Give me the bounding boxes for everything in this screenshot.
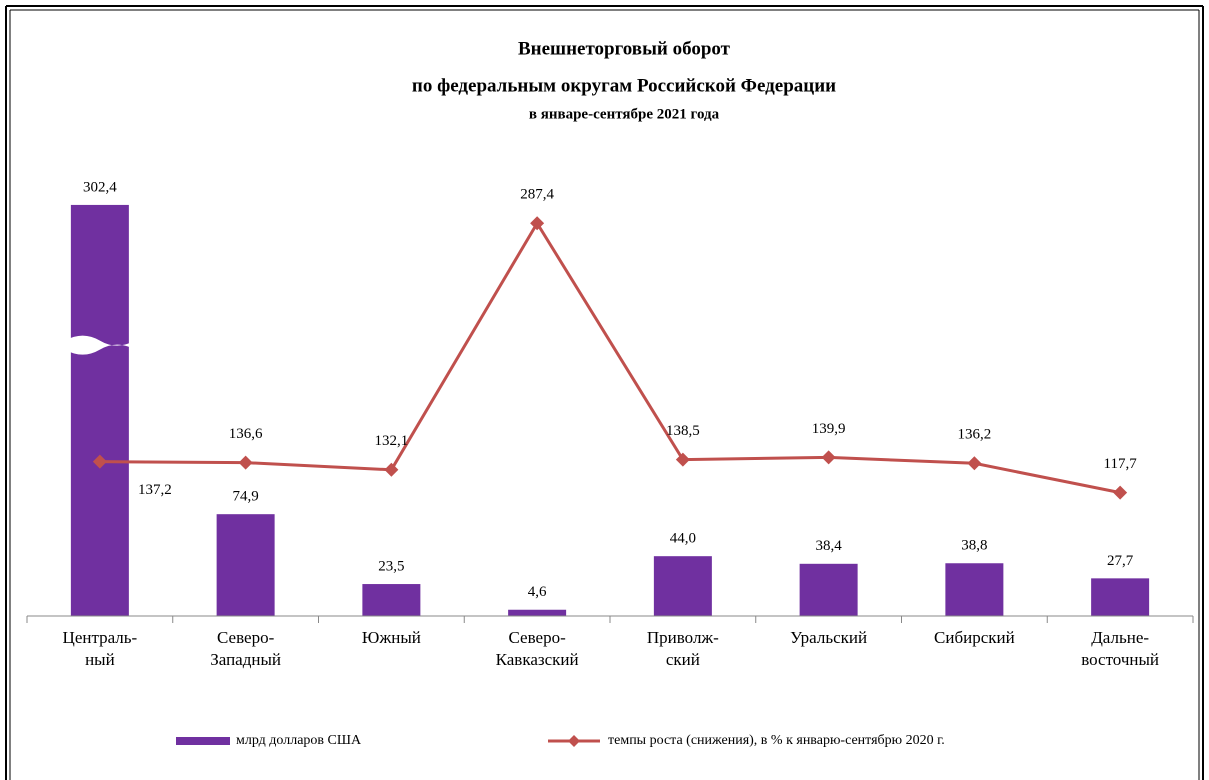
line-marker	[530, 216, 545, 231]
x-tick-label: Уральский	[790, 628, 867, 647]
x-tick-label: Южный	[362, 628, 421, 647]
x-tick-label: Северо-	[509, 628, 567, 647]
x-tick-label: Приволж-	[647, 628, 719, 647]
line-value-label: 136,2	[958, 427, 992, 443]
legend-label: темпы роста (снижения), в % к январю-сен…	[608, 733, 945, 748]
bar-value-label: 23,5	[378, 558, 404, 574]
bar-value-label: 74,9	[233, 489, 259, 505]
line-value-label: 137,2	[138, 482, 172, 498]
line-marker	[238, 455, 253, 470]
line-marker	[821, 450, 836, 465]
bar	[362, 584, 421, 616]
line-marker	[967, 456, 982, 471]
line-value-label: 132,1	[375, 433, 409, 449]
x-tick-label: восточный	[1081, 650, 1159, 669]
line-marker	[92, 454, 107, 469]
x-tick-label: Кавказский	[496, 650, 579, 669]
line-marker	[1113, 485, 1128, 500]
bar	[508, 609, 567, 616]
legend-swatch	[176, 737, 230, 745]
chart-subtitle: в январе-сентябре 2021 года	[529, 106, 720, 122]
x-tick-label: ный	[85, 650, 115, 669]
bar	[1091, 578, 1150, 616]
x-tick-label: Дальне-	[1091, 628, 1149, 647]
bar	[945, 563, 1004, 616]
bar-value-label: 27,7	[1107, 553, 1134, 569]
legend-marker	[568, 735, 580, 747]
bar-value-label: 4,6	[528, 584, 547, 600]
bar-value-label: 38,4	[816, 538, 843, 554]
line-value-label: 287,4	[520, 187, 554, 203]
x-tick-label: Централь-	[63, 628, 138, 647]
x-tick-label: ский	[666, 650, 700, 669]
line-value-label: 117,7	[1104, 456, 1138, 472]
bar-value-label: 302,4	[83, 179, 117, 195]
line-series	[99, 220, 1121, 495]
bar	[70, 204, 129, 617]
line-marker	[675, 452, 690, 467]
x-tick-label: Сибирский	[934, 628, 1015, 647]
bar	[216, 514, 275, 616]
bar-value-label: 44,0	[670, 531, 696, 547]
line-marker	[384, 462, 399, 477]
frame	[5, 5, 1204, 780]
bar	[653, 556, 712, 616]
line-value-label: 139,9	[812, 421, 846, 437]
chart-title: по федеральным округам Российской Федера…	[412, 75, 836, 96]
legend-label: млрд долларов США	[236, 733, 362, 748]
bar-value-label: 38,8	[961, 538, 987, 554]
line-value-label: 138,5	[666, 423, 700, 439]
bar	[799, 563, 858, 616]
line-value-label: 136,6	[229, 426, 263, 442]
chart-title: Внешнеторговый оборот	[518, 38, 731, 59]
axis-break	[64, 335, 135, 355]
x-tick-label: Западный	[210, 650, 281, 669]
x-tick-label: Северо-	[217, 628, 275, 647]
